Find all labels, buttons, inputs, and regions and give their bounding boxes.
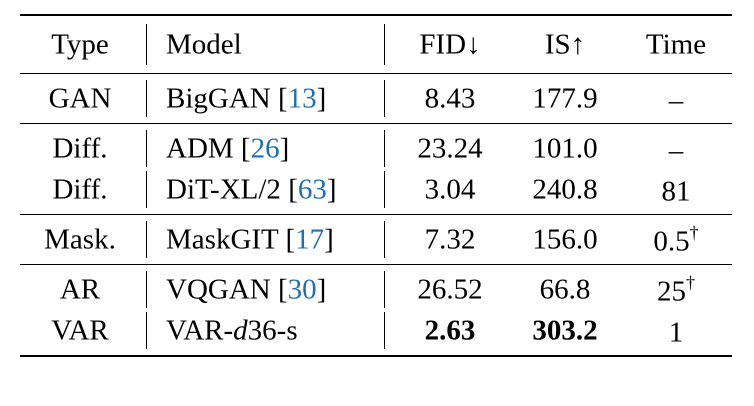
column-separator	[384, 271, 385, 308]
column-separator	[146, 221, 147, 258]
table-row: AR VQGAN [30] 26.52 66.8 25†	[20, 269, 732, 310]
header-is: IS↑	[544, 28, 586, 60]
dagger-mark: †	[689, 222, 699, 242]
citation-link[interactable]: 13	[287, 82, 317, 114]
citation-link[interactable]: 26	[250, 132, 280, 164]
type-cell: Diff.	[52, 173, 108, 205]
table-row: Mask. MaskGIT [17] 7.32 156.0 0.5†	[20, 219, 732, 260]
group-rule	[20, 264, 732, 265]
fid-cell: 23.24	[417, 132, 483, 164]
header-rule	[20, 73, 732, 74]
group-gan: GAN BigGAN [13] 8.43 177.9 –	[20, 74, 732, 123]
is-cell: 156.0	[532, 223, 598, 255]
header-fid: FID↓	[419, 28, 481, 60]
column-separator	[384, 171, 385, 208]
dagger-mark: †	[686, 272, 695, 292]
model-cell: VQGAN [30]	[166, 273, 327, 305]
fid-cell: 7.32	[424, 223, 476, 255]
is-cell: 177.9	[532, 82, 598, 114]
type-cell: GAN	[48, 82, 112, 114]
results-table: Type Model FID↓ IS↑ Time GAN BigGAN [13]…	[20, 14, 732, 357]
column-separator	[146, 80, 147, 117]
time-cell: –	[668, 84, 684, 116]
group-diffusion: Diff. ADM [26] 23.24 101.0 – Diff. DiT-X…	[20, 124, 732, 214]
table-row: GAN BigGAN [13] 8.43 177.9 –	[20, 78, 732, 119]
group-rule	[20, 123, 732, 124]
fid-cell: 26.52	[417, 273, 483, 305]
column-separator	[146, 271, 147, 308]
group-autoregressive: AR VQGAN [30] 26.52 66.8 25† VAR VAR-d36…	[20, 265, 732, 355]
group-mask: Mask. MaskGIT [17] 7.32 156.0 0.5†	[20, 215, 732, 264]
column-separator	[384, 24, 385, 65]
citation-link[interactable]: 63	[297, 173, 327, 205]
time-cell: 25†	[657, 272, 695, 307]
bottom-rule	[20, 355, 732, 357]
model-cell: VAR-d36-s	[166, 314, 298, 346]
type-cell: AR	[59, 273, 101, 305]
column-separator	[146, 312, 147, 349]
is-cell: 66.8	[539, 273, 591, 305]
is-cell-best: 303.2	[532, 314, 598, 346]
model-cell: BigGAN [13]	[166, 82, 327, 114]
time-cell: 0.5†	[653, 222, 699, 257]
header-type: Type	[51, 28, 109, 60]
header-time: Time	[645, 28, 707, 60]
time-cell: –	[668, 134, 684, 166]
is-cell: 101.0	[532, 132, 598, 164]
column-separator	[384, 312, 385, 349]
type-cell: Diff.	[52, 132, 108, 164]
header-row: Type Model FID↓ IS↑ Time	[20, 16, 732, 73]
model-cell: DiT-XL/2 [63]	[166, 173, 337, 205]
column-separator	[146, 130, 147, 167]
column-separator	[384, 130, 385, 167]
header-model: Model	[166, 28, 242, 60]
citation-link[interactable]: 17	[295, 223, 325, 255]
top-rule	[20, 14, 732, 16]
type-cell: VAR	[51, 314, 109, 346]
table-row: Diff. DiT-XL/2 [63] 3.04 240.8 81	[20, 169, 732, 210]
model-cell: MaskGIT [17]	[166, 223, 334, 255]
time-cell: 1	[668, 316, 684, 348]
table-row: Diff. ADM [26] 23.24 101.0 –	[20, 128, 732, 169]
column-separator	[384, 80, 385, 117]
fid-cell: 3.04	[424, 173, 476, 205]
table-row: VAR VAR-d36-s 2.63 303.2 1	[20, 310, 732, 351]
fid-cell: 8.43	[424, 82, 476, 114]
column-separator	[146, 24, 147, 65]
fid-cell-best: 2.63	[424, 314, 476, 346]
column-separator	[384, 221, 385, 258]
type-cell: Mask.	[44, 223, 116, 255]
model-cell: ADM [26]	[166, 132, 290, 164]
column-separator	[146, 171, 147, 208]
citation-link[interactable]: 30	[287, 273, 317, 305]
is-cell: 240.8	[532, 173, 598, 205]
time-cell: 81	[661, 175, 691, 207]
group-rule	[20, 214, 732, 215]
